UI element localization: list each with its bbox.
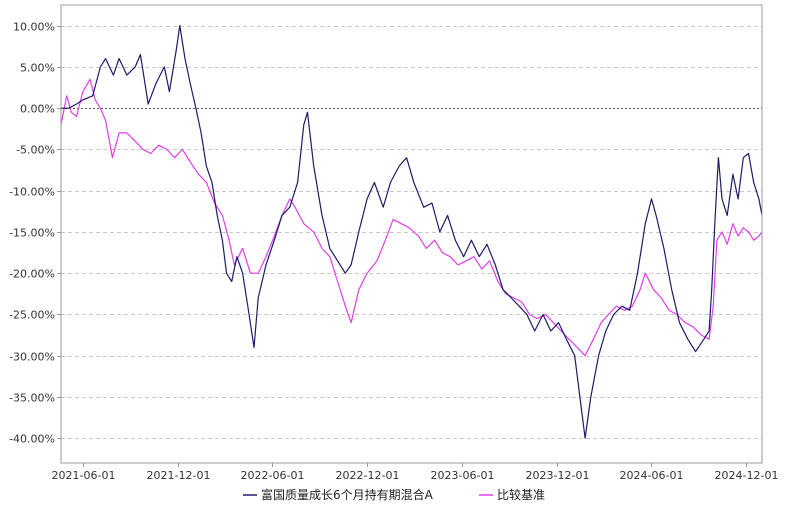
x-tick-label: 2023-12-01 [526,469,590,482]
y-tick-label: 0.00% [20,103,55,116]
x-axis: 2021-06-01 2021-12-01 2022-06-01 2022-12-01… [52,463,779,482]
x-tick-label: 2022-12-01 [336,469,400,482]
y-tick-label: -15.00% [9,227,55,240]
y-tick-label: -40.00% [9,433,55,446]
series-layer [60,25,763,439]
gridlines [61,26,762,439]
x-tick-label: 2021-06-01 [52,469,116,482]
x-tick-label: 2024-06-01 [620,469,684,482]
y-axis: 10.00% 5.00% 0.00% -5.00% -10.00% -15.00% -20.… [9,21,61,446]
legend-label-benchmark: 比较基准 [497,487,545,502]
series-line-benchmark [60,78,763,357]
x-tick-label: 2022-06-01 [241,469,305,482]
plot-frame [60,4,763,464]
x-tick-label: 2024-12-01 [715,469,779,482]
y-tick-label: -5.00% [16,144,55,157]
x-tick-label: 2023-06-01 [431,469,495,482]
y-tick-label: -25.00% [9,309,55,322]
y-tick-label: -10.00% [9,186,55,199]
x-tick-label: 2021-12-01 [147,469,211,482]
series-line-fund [61,25,763,439]
legend: 富国质量成长6个月持有期混合A 比较基准 [243,487,545,502]
y-tick-label: -35.00% [9,392,55,405]
legend-label-fund: 富国质量成长6个月持有期混合A [261,487,434,502]
y-tick-label: -30.00% [9,351,55,364]
y-tick-label: 5.00% [20,62,55,75]
y-tick-label: 10.00% [13,21,55,34]
y-tick-label: -20.00% [9,268,55,281]
